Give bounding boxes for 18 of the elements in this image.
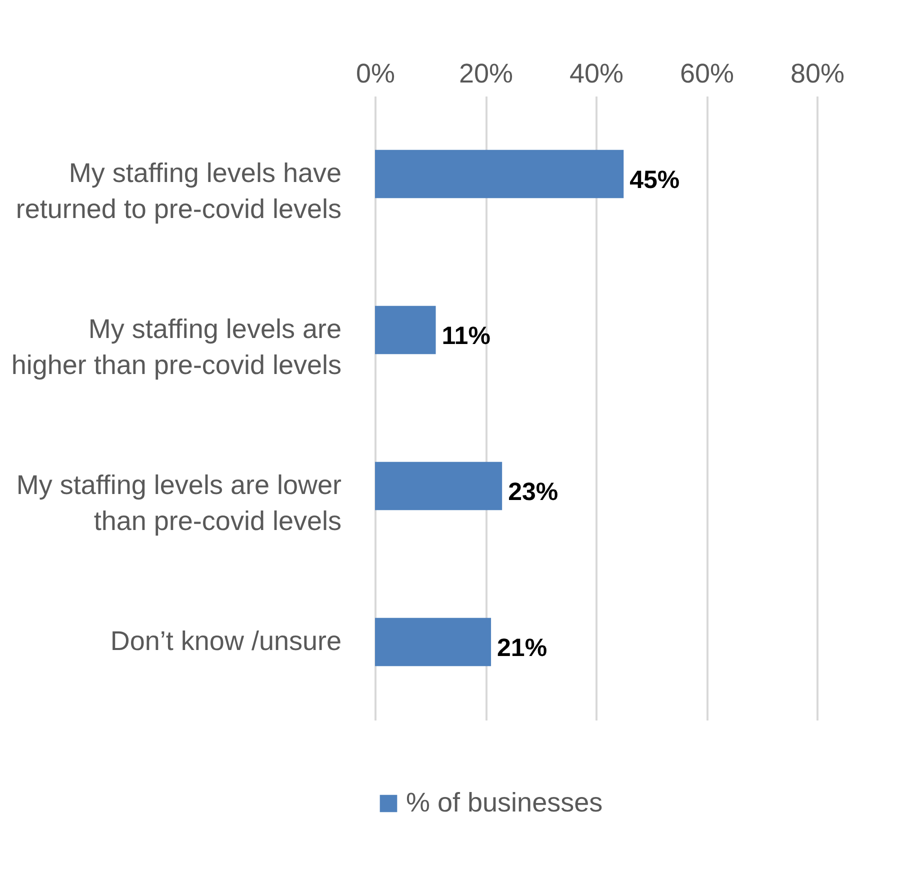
text: 45% bbox=[630, 166, 680, 194]
legend-label: % of businesses bbox=[406, 788, 603, 818]
y-tick-label: Don’t know /unsure bbox=[110, 626, 342, 656]
y-tick-label: My staffing levels are higher than pre-covid levels bbox=[11, 314, 342, 380]
x-tick-label: 60% bbox=[680, 58, 734, 88]
bar bbox=[375, 150, 624, 198]
y-tick-label: My staffing levels have returned to pre-covid levels bbox=[16, 158, 342, 224]
text: 23% bbox=[508, 478, 558, 506]
y-tick-label: My staffing levels are lower than pre-covid levels bbox=[16, 470, 342, 536]
text: 21% bbox=[497, 634, 548, 662]
bar bbox=[375, 462, 502, 510]
x-tick-label: 20% bbox=[458, 58, 514, 88]
x-tick-label: 40% bbox=[569, 58, 624, 88]
bar bbox=[375, 306, 436, 354]
x-tick-label: 0% bbox=[356, 58, 396, 88]
text: 11% bbox=[442, 322, 490, 350]
x-tick-label: 80% bbox=[790, 58, 845, 88]
bar bbox=[375, 618, 492, 666]
